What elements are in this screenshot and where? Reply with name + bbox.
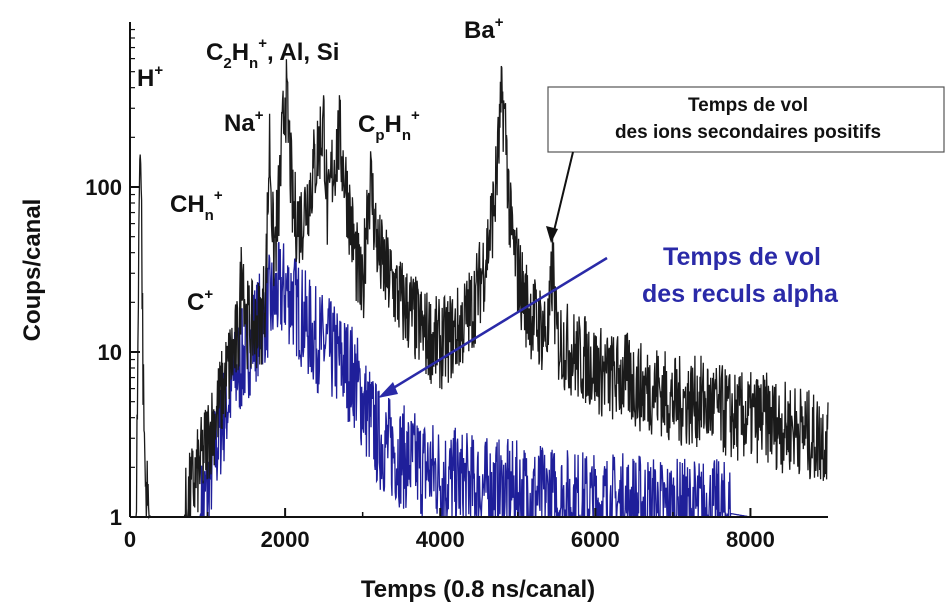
peak-label-chn: CHn+: [170, 187, 223, 224]
y-tick-label: 1: [110, 505, 122, 530]
tof-alpha-line1: Temps de vol: [663, 243, 821, 271]
peak-label-ba: Ba+: [464, 14, 504, 44]
peak-label-cphn: CpHn+: [358, 107, 420, 144]
y-tick-label: 10: [98, 340, 122, 365]
tof-alpha-arrow: [389, 256, 608, 392]
tof-positive-box: [547, 86, 945, 153]
tof-positive-line1: Temps de vol: [688, 95, 808, 116]
x-tick-label: 2000: [261, 527, 310, 552]
series-line-positive-ions: [130, 59, 829, 520]
peak-label-na: Na+: [224, 107, 264, 137]
tof-alpha-arrowhead: [378, 382, 398, 398]
tick-layer: 0 2000 4000 6000 8000 1 10 100: [85, 28, 775, 552]
peak-label-c2hn-al-si: C2Hn+, Al, Si: [206, 35, 339, 72]
y-axis-title: Coups/canal: [19, 199, 46, 342]
tof-positive-arrow: [552, 151, 574, 236]
x-axis-title: Temps (0.8 ns/canal): [361, 576, 595, 603]
peak-label-c: C+: [187, 286, 213, 316]
tof-alpha-line2: des reculs alpha: [642, 280, 839, 308]
x-tick-label: 0: [124, 527, 136, 552]
x-tick-label: 6000: [571, 527, 620, 552]
x-tick-label: 8000: [726, 527, 775, 552]
y-tick-label: 100: [85, 175, 122, 200]
tof-positive-line2: des ions secondaires positifs: [615, 122, 881, 143]
axes: [129, 22, 828, 518]
tof-positive-arrowhead: [546, 226, 558, 243]
peak-label-h: H+: [137, 62, 163, 92]
x-tick-label: 4000: [416, 527, 465, 552]
